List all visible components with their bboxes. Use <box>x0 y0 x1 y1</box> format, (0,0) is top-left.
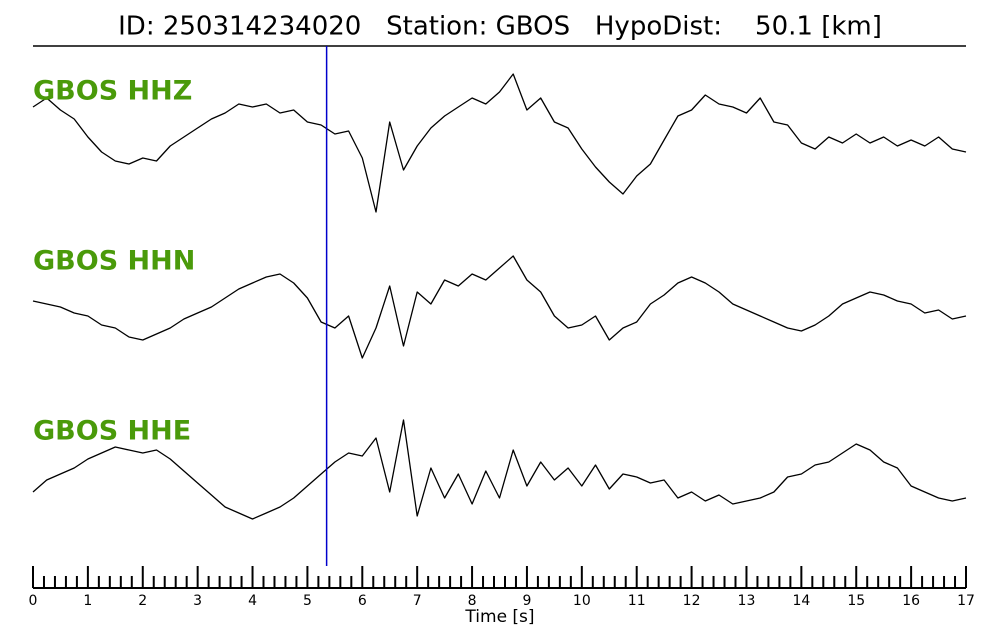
trace-label: GBOS HHZ <box>33 76 192 107</box>
x-tick-label: 5 <box>303 593 312 609</box>
chart-title: ID: 250314234020 Station: GBOS HypoDist:… <box>118 12 882 42</box>
x-tick-label: 10 <box>573 593 591 609</box>
x-tick-label: 4 <box>248 593 257 609</box>
x-tick-label: 6 <box>358 593 367 609</box>
x-tick-label: 13 <box>738 593 756 609</box>
x-tick-label: 7 <box>413 593 422 609</box>
x-tick-label: 15 <box>847 593 865 609</box>
x-tick-label: 12 <box>683 593 701 609</box>
x-tick-label: 3 <box>193 593 202 609</box>
x-axis-label: Time [s] <box>464 607 534 627</box>
trace-label: GBOS HHE <box>33 416 191 447</box>
trace-label: GBOS HHN <box>33 246 195 277</box>
x-tick-label: 0 <box>29 593 38 609</box>
trace <box>32 419 967 520</box>
trace <box>32 255 967 359</box>
x-tick-label: 2 <box>138 593 147 609</box>
x-tick-label: 1 <box>83 593 92 609</box>
x-tick-label: 17 <box>957 593 975 609</box>
x-tick-label: 8 <box>468 593 477 609</box>
x-tick-label: 9 <box>522 593 531 609</box>
x-tick-label: 11 <box>628 593 646 609</box>
x-tick-label: 14 <box>792 593 810 609</box>
trace <box>32 73 967 213</box>
x-tick-label: 16 <box>902 593 920 609</box>
